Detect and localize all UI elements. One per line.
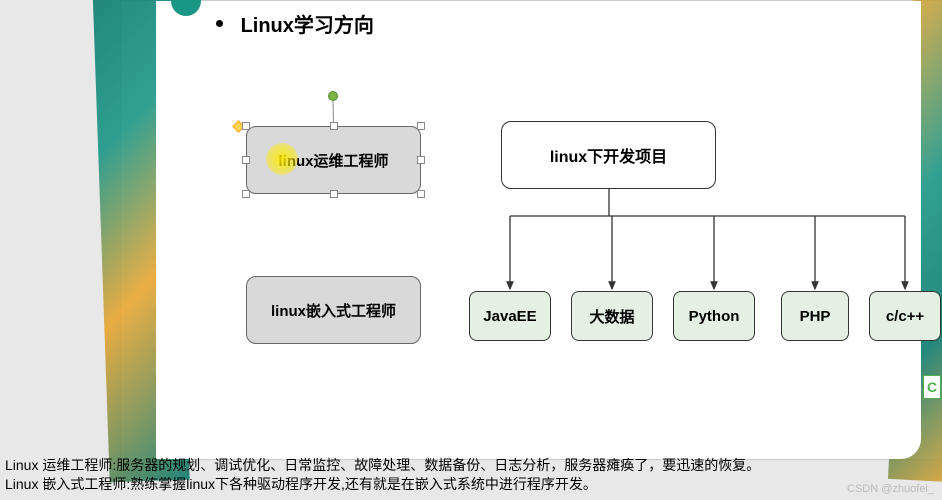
box-embed-label: linux嵌入式工程师 xyxy=(271,300,396,321)
box-ops-label: linux运维工程师 xyxy=(278,150,388,171)
child-box-javaee[interactable]: JavaEE xyxy=(469,291,551,341)
connector-arrows xyxy=(156,1,921,459)
child-box-python[interactable]: Python xyxy=(673,291,755,341)
resize-handle[interactable] xyxy=(330,190,338,198)
footer-notes: Linux 运维工程师:服务器的规划、调试优化、日常监控、故障处理、数据备份、日… xyxy=(5,456,760,495)
child-box-php[interactable]: PHP xyxy=(781,291,849,341)
corner-badge: C xyxy=(923,375,941,399)
footer-line-2: Linux 嵌入式工程师:熟练掌握linux下各种驱动程序开发,还有就是在嵌入式… xyxy=(5,475,760,495)
box-dev-projects[interactable]: linux下开发项目 xyxy=(501,121,716,189)
box-dev-label: linux下开发项目 xyxy=(550,143,667,167)
footer-line-1: Linux 运维工程师:服务器的规划、调试优化、日常监控、故障处理、数据备份、日… xyxy=(5,456,760,476)
resize-handle[interactable] xyxy=(242,156,250,164)
badge-icon xyxy=(171,0,201,16)
slide-canvas[interactable]: Linux学习方向 linux运维工程师 linux嵌入式工程师 linux下开… xyxy=(120,0,942,460)
rotate-handle[interactable] xyxy=(328,91,338,101)
resize-handle[interactable] xyxy=(242,190,250,198)
bullet-icon xyxy=(216,20,223,27)
resize-handle[interactable] xyxy=(417,190,425,198)
box-ops-engineer[interactable]: linux运维工程师 xyxy=(246,126,421,194)
resize-handle[interactable] xyxy=(417,156,425,164)
box-embedded-engineer[interactable]: linux嵌入式工程师 xyxy=(246,276,421,344)
slide-content: Linux学习方向 linux运维工程师 linux嵌入式工程师 linux下开… xyxy=(156,1,921,459)
slide-title: Linux学习方向 xyxy=(216,9,374,38)
child-box-cc[interactable]: c/c++ xyxy=(869,291,941,341)
title-text: Linux学习方向 xyxy=(241,15,374,37)
resize-handle[interactable] xyxy=(417,122,425,130)
child-box-[interactable]: 大数据 xyxy=(571,291,653,341)
resize-handle[interactable] xyxy=(242,122,250,130)
watermark: CSDN @zhuofei_ xyxy=(847,483,934,495)
resize-handle[interactable] xyxy=(330,122,338,130)
